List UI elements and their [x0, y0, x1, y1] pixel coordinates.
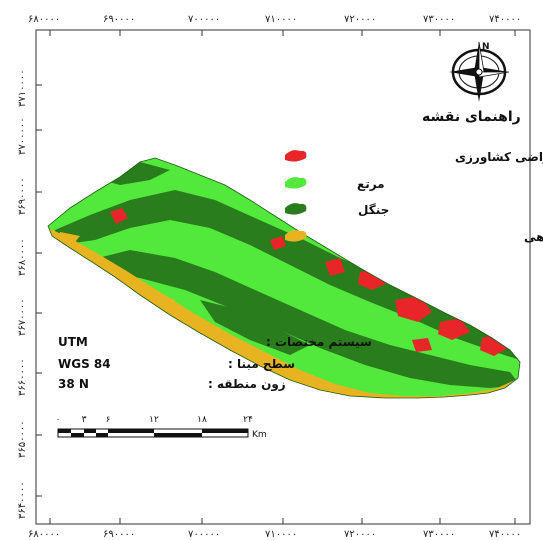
scale-unit: Km: [252, 430, 267, 440]
scale-tick-1: ۳: [82, 415, 87, 425]
legend-label-rangeland: مرتع: [357, 177, 385, 191]
y-tick-2: ۳۶۹۰۰۰۰: [17, 177, 28, 215]
agriculture-patch: [395, 296, 432, 322]
x-tick-bottom-2: ۷۰۰۰۰۰: [188, 529, 220, 540]
info-label-zone: زون منطقه :: [208, 377, 286, 392]
y-tick-1: ۳۷۰۰۰۰۰: [17, 117, 28, 155]
scale-tick-3: ۱۲: [149, 415, 159, 425]
info-label-projection: سیستم مختصات :: [266, 335, 372, 349]
info-value-datum: WGS 84: [58, 357, 111, 371]
x-tick-bottom-5: ۷۳۰۰۰۰: [423, 529, 455, 540]
x-axis-bottom: ۶۸۰۰۰۰ ۶۹۰۰۰۰ ۷۰۰۰۰۰ ۷۱۰۰۰۰ ۷۲۰۰۰۰ ۷۳۰۰۰…: [28, 529, 521, 540]
legend-swatch-rangeland: [285, 177, 307, 189]
y-tick-4: ۳۶۷۰۰۰۰: [17, 298, 28, 336]
x-tick-top-1: ۶۹۰۰۰۰: [103, 14, 135, 25]
legend-label-barren: مناطق فاقد پوشش گیاهی: [524, 230, 543, 245]
legend-title: راهنمای نقشه: [422, 109, 521, 125]
map-info: UTM سیستم مختصات : WGS 84 سطح مبنا : 38 …: [58, 335, 372, 392]
region-outline: [47, 157, 521, 399]
forest-patch: [55, 190, 520, 360]
agriculture-patch: [412, 338, 432, 352]
x-tick-top-0: ۶۸۰۰۰۰: [28, 14, 60, 25]
legend-swatch-agriculture: [285, 150, 307, 162]
x-tick-top-5: ۷۳۰۰۰۰: [423, 14, 455, 25]
y-tick-0: ۳۷۱۰۰۰۰: [17, 69, 28, 107]
x-tick-bottom-1: ۶۹۰۰۰۰: [103, 529, 135, 540]
legend-label-agriculture: اراضی کشاورزی: [455, 150, 543, 165]
x-tick-top-2: ۷۰۰۰۰۰: [188, 14, 220, 25]
info-value-projection: UTM: [58, 335, 88, 349]
agriculture-patch: [438, 318, 470, 340]
x-tick-bottom-6: ۷۴۰۰۰۰: [489, 529, 521, 540]
x-tick-bottom-3: ۷۱۰۰۰۰: [265, 529, 297, 540]
x-tick-top-3: ۷۱۰۰۰۰: [265, 14, 297, 25]
forest-patch: [90, 250, 520, 388]
info-label-datum: سطح مبنا :: [228, 357, 295, 371]
x-tick-top-6: ۷۴۰۰۰۰: [489, 14, 521, 25]
barren-patch: [58, 232, 80, 242]
info-value-zone: 38 N: [58, 377, 89, 391]
barren-patch: [148, 290, 175, 308]
y-axis-left: ۳۷۱۰۰۰۰ ۳۷۰۰۰۰۰ ۳۶۹۰۰۰۰ ۳۶۸۰۰۰۰ ۳۶۷۰۰۰۰ …: [17, 69, 28, 519]
scale-tick-2: ۶: [106, 415, 111, 425]
agriculture-patch: [270, 236, 286, 250]
x-axis-top: ۶۸۰۰۰۰ ۶۹۰۰۰۰ ۷۰۰۰۰۰ ۷۱۰۰۰۰ ۷۲۰۰۰۰ ۷۳۰۰۰…: [28, 14, 521, 25]
barren-patch: [48, 228, 520, 398]
scale-tick-0: ۰: [56, 415, 61, 425]
x-tick-bottom-0: ۶۸۰۰۰۰: [28, 529, 60, 540]
frame-ticks: [36, 30, 516, 524]
scale-tick-5: ۲۴: [243, 415, 253, 425]
legend: راهنمای نقشه اراضی کشاورزی مرتع جنگل منا…: [285, 109, 543, 245]
north-arrow-icon: N: [449, 41, 510, 102]
forest-patch: [200, 300, 310, 355]
y-tick-7: ۳۶۴۰۰۰۰: [17, 481, 28, 519]
y-tick-5: ۳۶۶۰۰۰۰: [17, 358, 28, 396]
legend-swatch-barren: [285, 230, 307, 242]
y-tick-3: ۳۶۸۰۰۰۰: [17, 238, 28, 276]
legend-label-forest: جنگل: [358, 203, 389, 217]
legend-swatch-forest: [285, 203, 307, 215]
agriculture-patch: [325, 258, 345, 276]
y-tick-6: ۳۶۵۰۰۰۰: [17, 420, 28, 458]
agriculture-patch: [110, 208, 128, 224]
scale-bar: ۰ ۳ ۶ ۱۲ ۱۸ ۲۴ Km: [56, 415, 267, 440]
north-label: N: [482, 42, 490, 52]
x-tick-bottom-4: ۷۲۰۰۰۰: [344, 529, 376, 540]
x-tick-top-4: ۷۲۰۰۰۰: [344, 14, 376, 25]
scale-tick-4: ۱۸: [197, 415, 207, 425]
